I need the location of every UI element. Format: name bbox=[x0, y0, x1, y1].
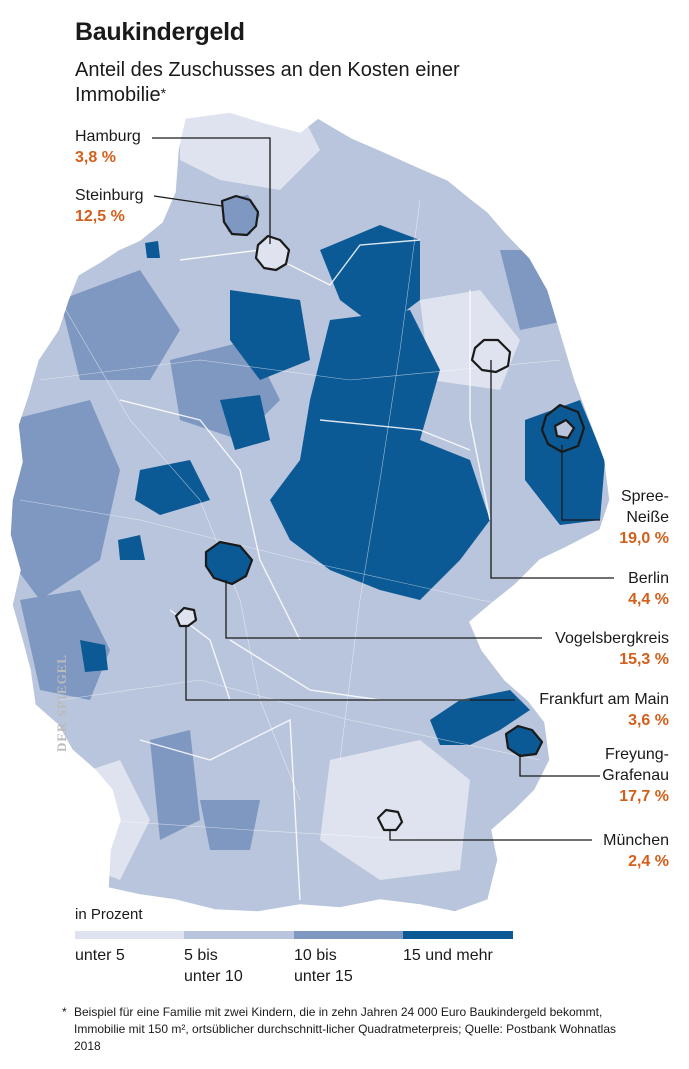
legend-swatch-5-10 bbox=[184, 931, 294, 939]
leader-berlin bbox=[490, 360, 614, 579]
region-shade-dark-mid bbox=[220, 395, 270, 450]
legend-swatch-10-15 bbox=[294, 931, 403, 939]
callout-freyung-grafenau: Freyung- Grafenau 17,7 % bbox=[602, 744, 669, 807]
legend-label-10-15: 10 bis unter 15 bbox=[294, 945, 353, 987]
callout-value: 4,4 % bbox=[628, 591, 669, 608]
region-shade-mid-south bbox=[200, 800, 260, 850]
callout-value: 19,0 % bbox=[619, 530, 669, 547]
callout-steinburg: Steinburg 12,5 % bbox=[75, 185, 144, 227]
leader-steinburg bbox=[153, 195, 223, 207]
callout-value: 17,7 % bbox=[619, 788, 669, 805]
region-shade-dark-saar bbox=[80, 640, 108, 672]
callout-name: Berlin bbox=[628, 570, 669, 587]
callout-vogelsbergkreis: Vogelsbergkreis 15,3 % bbox=[555, 628, 669, 670]
footnote-text: Beispiel für eine Familie mit zwei Kinde… bbox=[74, 1005, 617, 1053]
legend-label-line1: 15 und mehr bbox=[403, 947, 493, 964]
callout-berlin: Berlin 4,4 % bbox=[628, 568, 669, 610]
subtitle-text: Anteil des Zuschusses an den Kosten eine… bbox=[75, 59, 460, 106]
leader-spree-neisse bbox=[561, 445, 600, 521]
callout-value: 15,3 % bbox=[619, 651, 669, 668]
legend-label-line1: 10 bis bbox=[294, 947, 337, 964]
region-shade-light-north bbox=[180, 112, 320, 190]
spiegel-watermark: DER SPIEGEL bbox=[54, 653, 69, 752]
country-outline bbox=[9, 111, 611, 913]
legend-label-15-plus: 15 und mehr bbox=[403, 945, 493, 966]
map-subtitle: Anteil des Zuschusses an den Kosten eine… bbox=[75, 58, 495, 108]
leader-lines bbox=[152, 137, 614, 841]
subtitle-footnote-mark: * bbox=[160, 85, 167, 101]
legend-label-line1: 5 bis bbox=[184, 947, 218, 964]
region-shade-dark-bavaria bbox=[430, 690, 530, 745]
callout-value: 3,8 % bbox=[75, 149, 116, 166]
highlighted-districts bbox=[174, 194, 586, 832]
region-shade-dark-coast bbox=[145, 241, 160, 258]
callout-value: 2,4 % bbox=[628, 853, 669, 870]
district-outline-berlin bbox=[470, 338, 512, 374]
callout-spree-neisse: Spree- Neiße 19,0 % bbox=[619, 486, 669, 549]
region-shade-mid-pfalz bbox=[20, 590, 110, 700]
callout-frankfurt: Frankfurt am Main 3,6 % bbox=[539, 689, 669, 731]
district-outline-cottbus bbox=[553, 418, 576, 440]
district-outline-steinburg bbox=[220, 194, 260, 237]
leader-frankfurt bbox=[185, 626, 515, 701]
region-shade-dark-center bbox=[270, 310, 490, 600]
callout-name: Hamburg bbox=[75, 128, 141, 145]
legend-label-line2: unter 15 bbox=[294, 968, 353, 985]
region-shade-mid-bavaria bbox=[150, 730, 200, 840]
legend-label-5-10: 5 bis unter 10 bbox=[184, 945, 243, 987]
legend-title: in Prozent bbox=[75, 906, 143, 923]
district-outline-hamburg bbox=[254, 234, 291, 272]
callout-name: München bbox=[603, 832, 669, 849]
callout-value: 12,5 % bbox=[75, 208, 125, 225]
district-outline-vogelsbergkreis bbox=[204, 540, 254, 586]
region-shade-light-south bbox=[320, 740, 470, 880]
region-shade-dark-rhein bbox=[118, 535, 145, 560]
callout-value: 3,6 % bbox=[628, 712, 669, 729]
leader-freyung-grafenau bbox=[519, 754, 600, 777]
callout-name: Steinburg bbox=[75, 187, 144, 204]
callout-muenchen: München 2,4 % bbox=[603, 830, 669, 872]
region-shade-dark-north bbox=[320, 225, 420, 330]
district-outline-freyung-grafenau bbox=[504, 724, 544, 758]
callout-name: Frankfurt am Main bbox=[539, 691, 669, 708]
district-outline-frankfurt bbox=[174, 606, 198, 628]
leader-muenchen bbox=[389, 830, 592, 841]
callout-name-line2: Grafenau bbox=[602, 767, 669, 784]
leader-vogelsbergkreis bbox=[225, 580, 542, 639]
callout-name: Vogelsbergkreis bbox=[555, 630, 669, 647]
callout-name-line2: Neiße bbox=[626, 509, 669, 526]
region-shade-mid-west bbox=[10, 400, 120, 600]
leader-hamburg bbox=[152, 137, 271, 244]
footnote: * Beispiel für eine Familie mit zwei Kin… bbox=[62, 1004, 622, 1055]
region-shade-dark-west bbox=[135, 460, 210, 515]
legend-swatch-unter-5 bbox=[75, 931, 184, 939]
callout-name-line1: Freyung- bbox=[604, 746, 669, 763]
callout-hamburg: Hamburg 3,8 % bbox=[75, 126, 141, 168]
legend-label-line2: unter 10 bbox=[184, 968, 243, 985]
callout-name-line1: Spree- bbox=[620, 488, 669, 505]
legend-label-line1: unter 5 bbox=[75, 947, 125, 964]
legend-label-unter-5: unter 5 bbox=[75, 945, 125, 966]
region-shade-dark-ns bbox=[230, 290, 310, 380]
map-title: Baukindergeld bbox=[75, 18, 245, 46]
footnote-mark: * bbox=[62, 1005, 67, 1019]
district-outline-muenchen bbox=[376, 808, 404, 832]
legend-swatch-15-plus bbox=[403, 931, 513, 939]
region-shade-mid-northwest bbox=[60, 270, 180, 380]
